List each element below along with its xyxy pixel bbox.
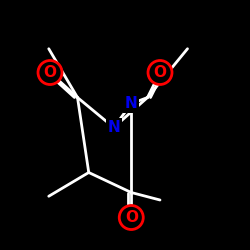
Text: O: O — [125, 210, 138, 225]
Text: O: O — [44, 65, 57, 80]
Circle shape — [148, 60, 172, 84]
Circle shape — [38, 60, 62, 84]
Circle shape — [119, 206, 143, 230]
Text: O: O — [154, 65, 166, 80]
Text: N: N — [108, 120, 120, 135]
Text: N: N — [125, 96, 138, 111]
